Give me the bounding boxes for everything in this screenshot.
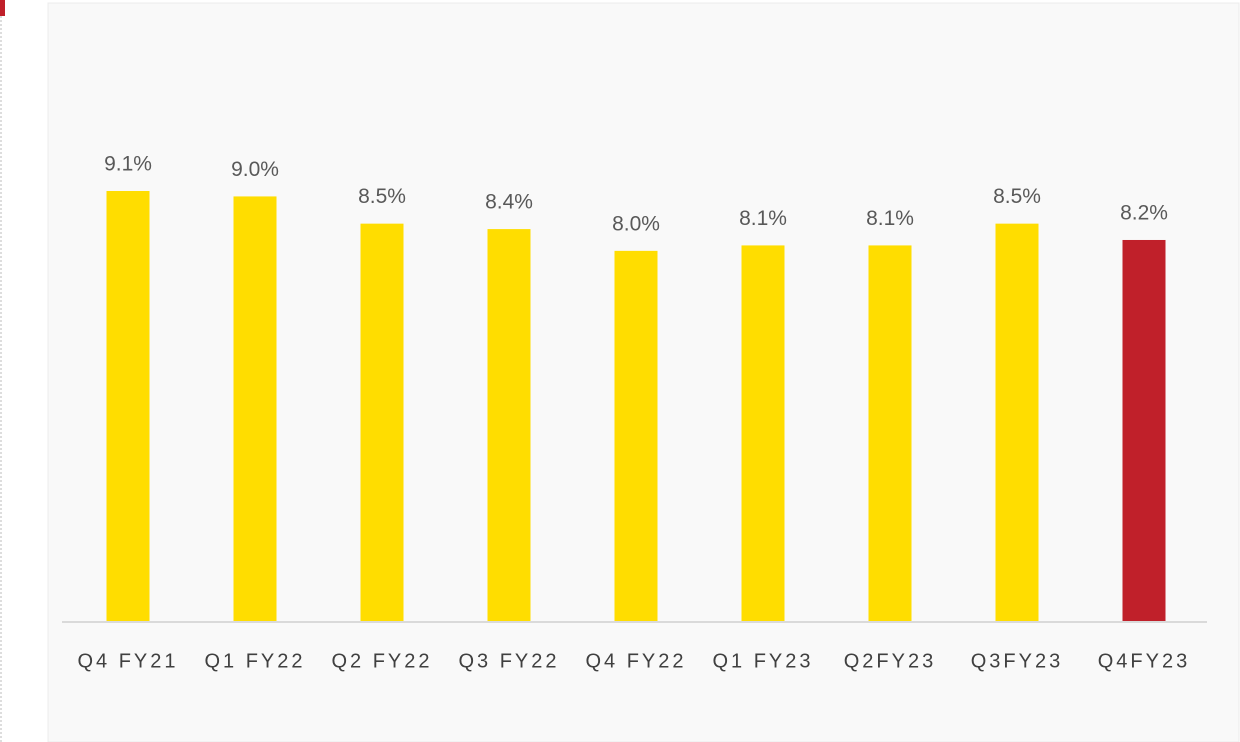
x-tick-label: Q2FY23: [844, 650, 936, 672]
x-tick-label: Q4FY23: [1098, 650, 1190, 672]
value-label: 8.5%: [993, 185, 1041, 208]
bar: [741, 245, 785, 621]
x-tick-label: Q2 FY22: [331, 650, 432, 672]
bar: [233, 196, 277, 621]
x-tick-label: Q4 FY22: [585, 650, 686, 672]
value-label: 8.1%: [866, 207, 914, 230]
value-label: 8.0%: [612, 212, 660, 235]
value-label: 8.2%: [1120, 202, 1168, 225]
value-label: 9.1%: [104, 153, 152, 176]
value-label: 8.1%: [739, 207, 787, 230]
edge-marker: [0, 0, 5, 16]
value-label: 8.5%: [358, 185, 406, 208]
bar: [487, 229, 531, 621]
value-label: 8.4%: [485, 191, 533, 214]
value-label: 9.0%: [231, 158, 279, 181]
x-tick-label: Q3 FY22: [458, 650, 559, 672]
bar: [360, 223, 404, 622]
bar: [868, 245, 912, 621]
bar: [106, 190, 150, 621]
x-tick-label: Q1 FY23: [712, 650, 813, 672]
x-tick-label: Q1 FY22: [204, 650, 305, 672]
bar: [614, 250, 658, 621]
bar: [1122, 239, 1166, 621]
bar: [995, 223, 1039, 622]
x-tick-label: Q3FY23: [971, 650, 1063, 672]
x-tick-label: Q4 FY21: [77, 650, 178, 672]
